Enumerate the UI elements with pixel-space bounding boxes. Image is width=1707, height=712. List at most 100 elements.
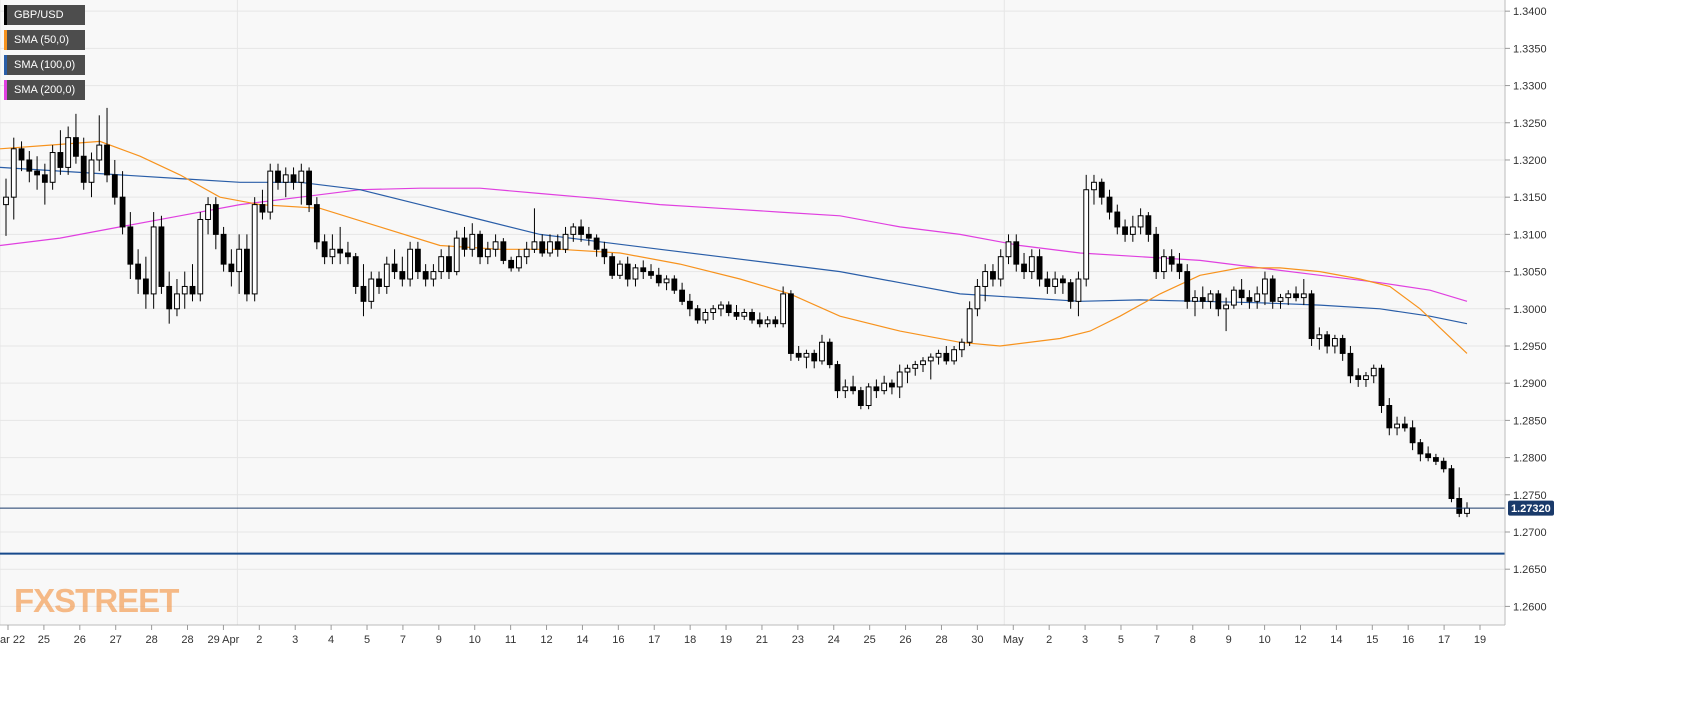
candle-body-down — [1176, 263, 1183, 273]
x-tick-label: 11 — [505, 634, 516, 646]
candle — [1114, 204, 1121, 235]
candle — [166, 271, 173, 324]
candle — [718, 301, 724, 317]
candle-body-up — [453, 237, 460, 273]
candle-body-down — [290, 174, 297, 183]
candle-body-up — [1316, 334, 1323, 340]
candle — [1339, 334, 1346, 361]
x-tick-label: 7 — [400, 634, 406, 646]
candle-body-down — [127, 226, 134, 265]
candle-body-down — [135, 263, 142, 280]
candle — [1145, 212, 1152, 242]
y-tick-label: 1.3100 — [1513, 229, 1547, 241]
y-tick-label: 1.3400 — [1513, 6, 1547, 18]
candle-body-up — [803, 352, 810, 358]
candle — [1044, 271, 1051, 294]
y-axis-background — [1505, 0, 1707, 712]
candle — [648, 264, 654, 280]
candle — [1176, 252, 1183, 280]
candle-body-down — [360, 285, 367, 302]
candle — [640, 260, 647, 280]
candle — [391, 249, 398, 280]
candle — [104, 107, 110, 183]
candle-body-up — [958, 341, 965, 351]
candle — [430, 264, 437, 287]
candle — [383, 256, 390, 294]
candle-body-down — [1339, 338, 1346, 354]
candle — [857, 386, 864, 410]
candle-body-down — [73, 137, 79, 157]
candle-body-up — [1223, 304, 1229, 310]
candle-body-up — [982, 271, 989, 287]
candle — [1300, 279, 1307, 306]
candle-body-down — [337, 248, 344, 254]
candle-body-down — [850, 386, 856, 392]
candle-body-down — [648, 271, 654, 276]
candle-body-up — [1262, 278, 1268, 295]
y-tick-label: 1.3000 — [1513, 304, 1547, 316]
legend-swatch-sma200 — [4, 80, 7, 100]
candle — [150, 212, 157, 309]
candle-body-down — [57, 152, 64, 168]
candle-body-down — [422, 271, 429, 280]
legend-item-sma50[interactable]: SMA (50,0) — [4, 30, 86, 50]
candle — [1122, 219, 1128, 242]
candle-body-down — [391, 263, 398, 273]
candle — [1075, 271, 1082, 317]
candle-body-down — [313, 204, 320, 243]
candle — [57, 130, 64, 175]
candle-body-up — [1230, 289, 1237, 306]
candle — [306, 167, 312, 213]
x-tick-label: 28 — [935, 634, 947, 646]
candle-body-down — [624, 263, 631, 280]
candle-body-up — [1192, 297, 1198, 302]
candle — [756, 312, 763, 328]
candlestick-series — [3, 107, 1470, 518]
candle — [694, 305, 701, 324]
candle-body-up — [632, 267, 639, 280]
candle-body-down — [609, 256, 616, 276]
legend-item-sma100[interactable]: SMA (100,0) — [4, 55, 86, 75]
candle — [974, 279, 981, 317]
candle-body-up — [1300, 293, 1307, 299]
y-axis-ticks: 1.3400 1.3350 1.3300 1.3250 1.3200 1.3150 1.31… — [1505, 6, 1547, 613]
candle-body-down — [1013, 241, 1020, 265]
x-tick-label: 4 — [328, 634, 334, 646]
x-tick-label: 14 — [576, 634, 588, 646]
legend-item-gbpusd[interactable]: GBP/USD — [4, 5, 86, 25]
candle-body-down — [1347, 352, 1354, 377]
candle — [585, 226, 592, 246]
candle-body-down — [1448, 468, 1455, 500]
candle — [352, 252, 359, 294]
candle-body-up — [174, 293, 180, 310]
candle-body-down — [1308, 293, 1315, 340]
candle — [1192, 290, 1198, 317]
candle-body-down — [352, 256, 359, 287]
candle — [414, 241, 421, 280]
x-tick-label: 10 — [469, 634, 481, 646]
x-tick-label: 25 — [38, 634, 50, 646]
candle — [787, 290, 794, 361]
candle-body-up — [951, 349, 958, 362]
candle — [663, 275, 670, 291]
candle — [422, 264, 429, 287]
candle — [220, 226, 227, 272]
x-tick-label: 5 — [364, 634, 370, 646]
candle — [1168, 249, 1175, 272]
candle-body-down — [1246, 297, 1253, 302]
candle — [1021, 252, 1027, 280]
candle — [1394, 416, 1400, 436]
legend-label: SMA (100,0) — [14, 59, 76, 71]
legend-swatch-sma100 — [4, 55, 7, 75]
candle — [158, 215, 165, 294]
candle-body-up — [329, 248, 336, 258]
candle — [469, 223, 476, 257]
candle-body-down — [41, 174, 48, 183]
candle-body-down — [640, 267, 647, 273]
candle-body-down — [1417, 442, 1424, 455]
candle-body-down — [228, 263, 235, 273]
candle-body-up — [251, 204, 258, 295]
legend-item-sma200[interactable]: SMA (200,0) — [4, 80, 86, 100]
x-tick-label: 19 — [1474, 634, 1486, 646]
